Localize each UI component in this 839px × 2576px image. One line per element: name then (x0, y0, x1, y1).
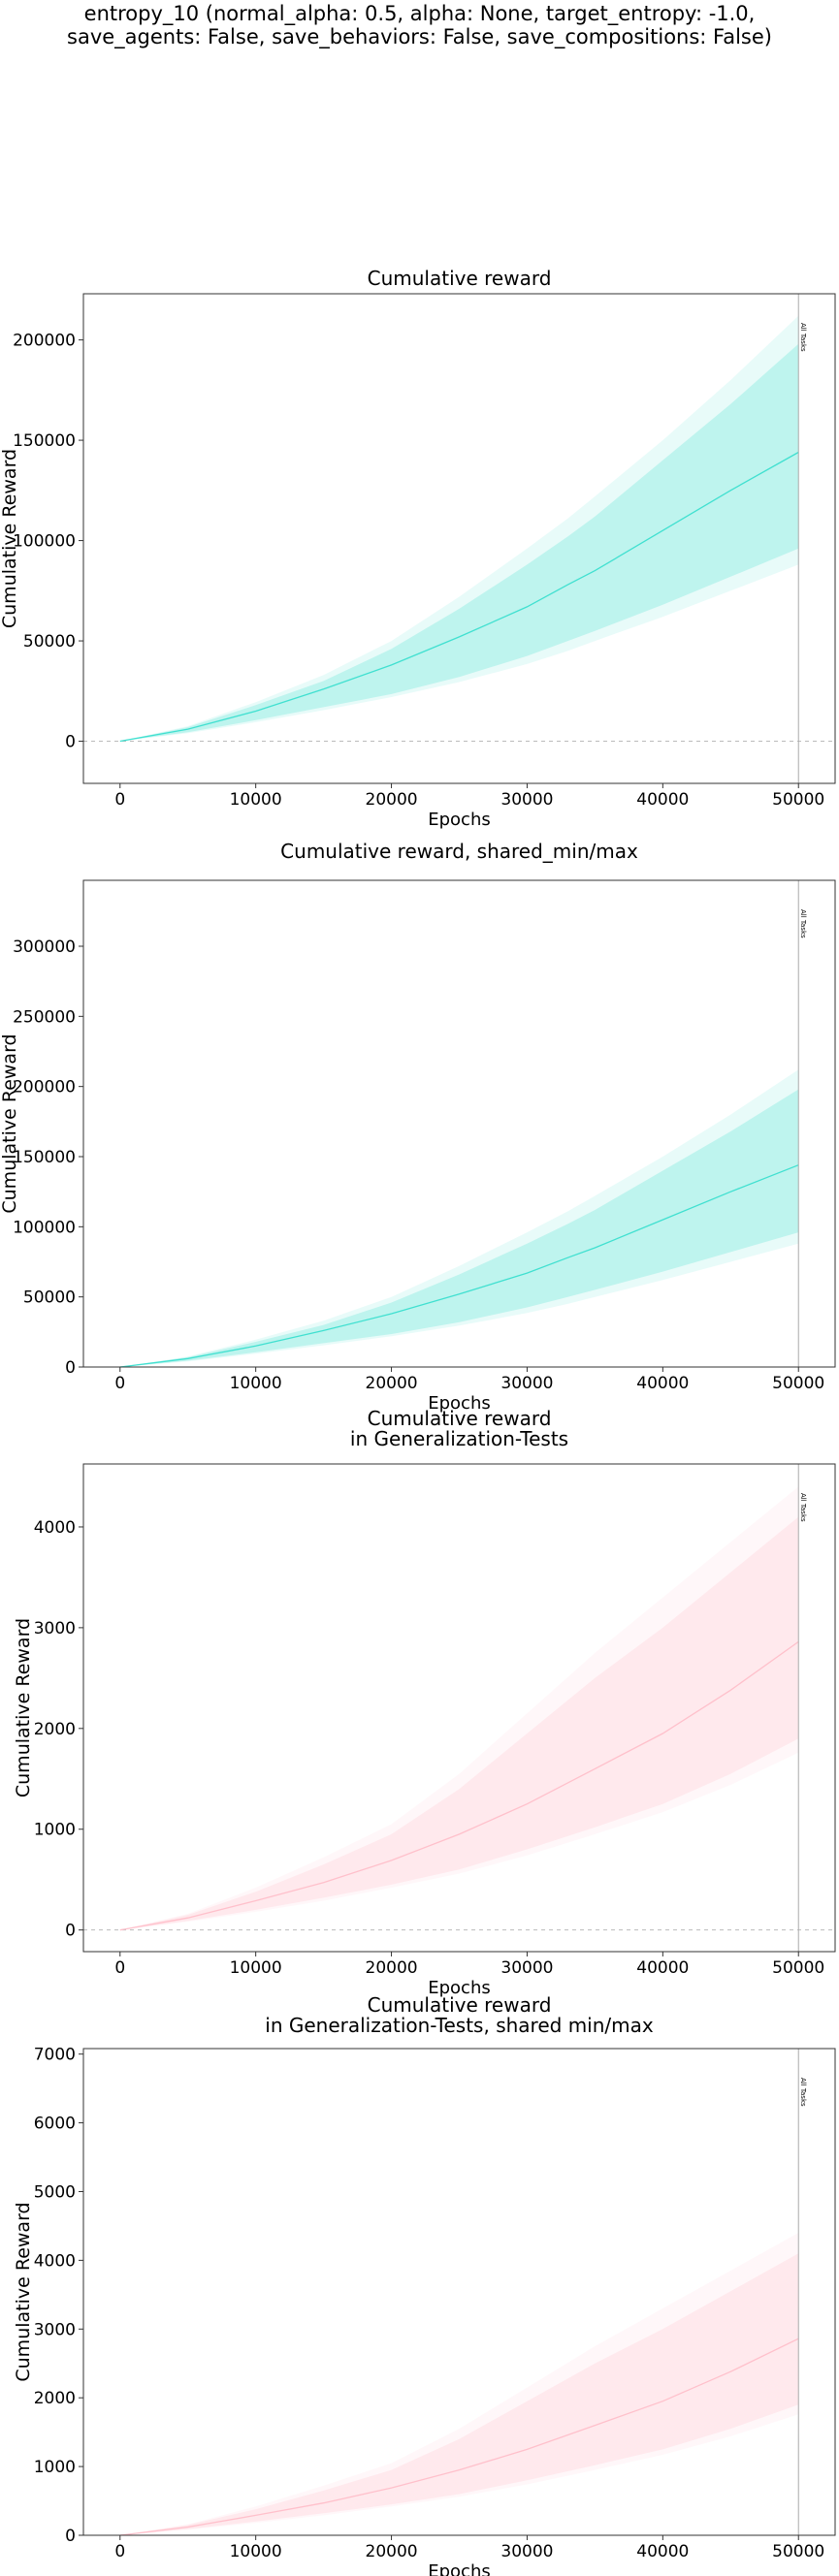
x-tick-label: 10000 (230, 790, 282, 810)
outer-range-band (119, 315, 799, 742)
outer-range-band (119, 1069, 799, 1367)
chart-2: Cumulative reward, shared_min/max All Tas… (0, 840, 836, 1414)
x-tick-label: 10000 (230, 1958, 282, 1978)
inner-range-band (119, 1516, 799, 1930)
chart-title-line: Cumulative reward (368, 1993, 552, 2017)
y-tick-label: 0 (65, 2527, 76, 2546)
y-axis-label: Cumulative Reward (0, 1034, 20, 1213)
y-axis-label: Cumulative Reward (13, 2202, 34, 2381)
x-tick-label: 50000 (772, 2542, 824, 2561)
x-tick-label: 0 (114, 2542, 125, 2561)
x-tick-label: 20000 (366, 1374, 418, 1393)
x-axis-label: Epochs (428, 1393, 491, 1414)
x-tick-label: 30000 (500, 1374, 553, 1393)
outer-range-band (119, 2233, 799, 2535)
chart-1: Cumulative reward All Tasks 0 10000 20000 300… (0, 267, 836, 830)
y-tick-label: 3000 (34, 2320, 76, 2339)
y-tick-label: 5000 (34, 2182, 76, 2202)
y-tick-label: 100000 (13, 532, 76, 552)
x-axis-label: Epochs (428, 810, 491, 830)
outer-range-band (119, 1486, 799, 1930)
chart-title-line: Cumulative reward (368, 1407, 552, 1430)
y-tick-label: 4000 (34, 2251, 76, 2271)
mean-line (119, 1640, 799, 1931)
suptitle-line-2: save_agents: False, save_behaviors: Fals… (67, 25, 772, 48)
y-tick-label: 4000 (34, 1518, 76, 1538)
y-tick-label: 150000 (13, 1148, 76, 1167)
plot-frame (82, 1463, 836, 1953)
y-axis-label: Cumulative Reward (13, 1618, 34, 1797)
x-tick-label: 40000 (636, 1374, 689, 1393)
x-tick-label: 50000 (772, 1374, 824, 1393)
all-tasks-label: All Tasks (799, 323, 807, 352)
y-tick-label: 3000 (34, 1619, 76, 1638)
x-tick-label: 20000 (366, 790, 418, 810)
y-tick-label: 6000 (34, 2115, 76, 2134)
y-tick-label: 7000 (34, 2046, 76, 2065)
y-tick-label: 200000 (13, 1078, 76, 1097)
y-tick-label: 50000 (23, 1288, 76, 1308)
x-tick-label: 0 (114, 1958, 125, 1978)
plot-frame (82, 293, 836, 784)
x-tick-label: 50000 (772, 1958, 824, 1978)
y-tick-label: 2000 (34, 2389, 76, 2408)
chart-title-line: in Generalization-Tests (350, 1427, 568, 1450)
x-tick-label: 0 (114, 790, 125, 810)
inner-range-band (119, 1089, 799, 1367)
y-tick-label: 2000 (34, 1720, 76, 1739)
plot-frame (82, 879, 836, 1368)
all-tasks-label: All Tasks (799, 909, 807, 938)
y-tick-label: 300000 (13, 938, 76, 957)
y-tick-label: 1000 (34, 2458, 76, 2477)
y-tick-label: 250000 (13, 1007, 76, 1027)
y-tick-label: 100000 (13, 1218, 76, 1237)
x-tick-label: 40000 (636, 790, 689, 810)
x-axis-label: Epochs (428, 2561, 491, 2576)
y-tick-label: 50000 (23, 632, 76, 652)
x-tick-label: 50000 (772, 790, 824, 810)
inner-range-band (119, 2253, 799, 2535)
y-tick-label: 1000 (34, 1821, 76, 1840)
x-tick-label: 40000 (636, 1958, 689, 1978)
x-tick-label: 20000 (366, 2542, 418, 2561)
x-tick-label: 10000 (230, 2542, 282, 2561)
mean-line (119, 451, 799, 743)
chart-title-line: in Generalization-Tests, shared min/max (265, 2014, 654, 2037)
chart-title-line: Cumulative reward, shared_min/max (280, 840, 638, 863)
inner-range-band (119, 343, 799, 742)
x-axis-label: Epochs (428, 1978, 491, 1998)
x-tick-label: 30000 (500, 790, 553, 810)
y-tick-label: 200000 (13, 332, 76, 351)
y-tick-label: 0 (65, 733, 76, 752)
x-tick-label: 40000 (636, 2542, 689, 2561)
x-tick-label: 0 (114, 1374, 125, 1393)
x-tick-label: 20000 (366, 1958, 418, 1978)
figure-suptitle: entropy_10 (normal_alpha: 0.5, alpha: No… (0, 0, 839, 48)
y-tick-label: 150000 (13, 431, 76, 451)
x-tick-label: 30000 (500, 1958, 553, 1978)
y-tick-label: 0 (65, 1358, 76, 1378)
x-tick-label: 10000 (230, 1374, 282, 1393)
chart-title-line: Cumulative reward (368, 267, 552, 290)
y-axis-label: Cumulative Reward (0, 449, 20, 628)
all-tasks-label: All Tasks (799, 1493, 807, 1522)
y-tick-label: 0 (65, 1922, 76, 1941)
mean-line (119, 1164, 799, 1368)
plot-frame (82, 2048, 836, 2536)
suptitle-line-1: entropy_10 (normal_alpha: 0.5, alpha: No… (83, 2, 756, 25)
mean-line (119, 2337, 799, 2536)
all-tasks-label: All Tasks (799, 2078, 807, 2107)
x-tick-label: 30000 (500, 2542, 553, 2561)
